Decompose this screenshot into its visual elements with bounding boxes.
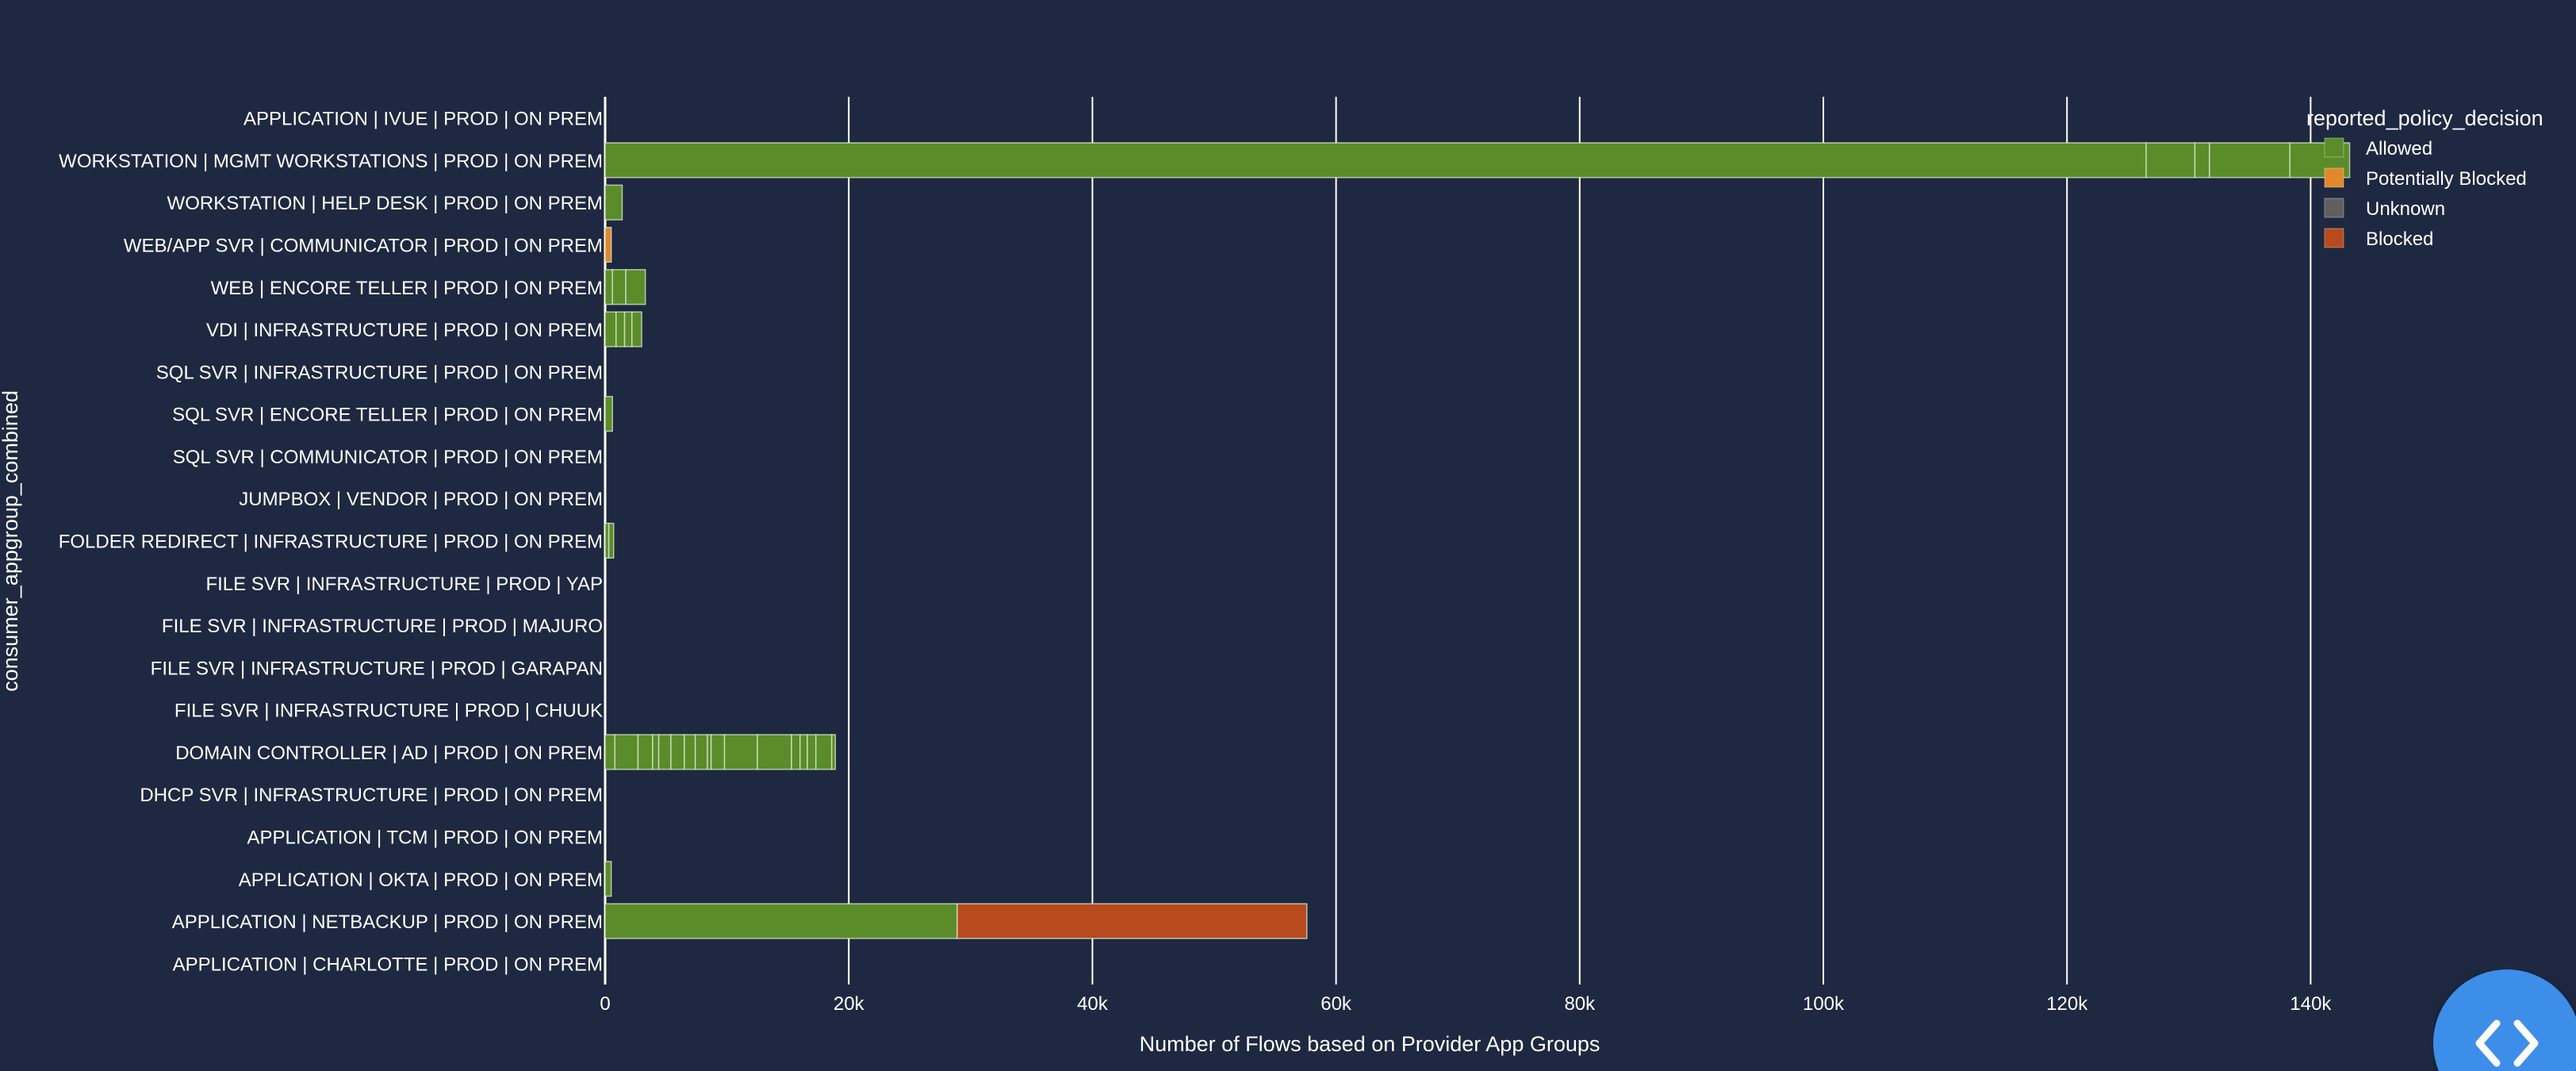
y-tick-label: FILE SVR | INFRASTRUCTURE | PROD | MAJUR… [162, 616, 603, 637]
bar-segment [2145, 142, 2196, 178]
y-tick-label: VDI | INFRASTRUCTURE | PROD | ON PREM [206, 320, 603, 341]
legend-title: reported_policy_decision [2306, 106, 2543, 130]
x-tick-label: 80k [1564, 993, 1596, 1015]
bar-segment [723, 734, 758, 770]
bar-segment [604, 311, 617, 347]
x-tick-label: 40k [1077, 993, 1109, 1015]
y-axis-title: consumer_appgroup_combined [0, 390, 22, 692]
x-tick-label: 0 [600, 993, 610, 1015]
y-tick-label: SQL SVR | INFRASTRUCTURE | PROD | ON PRE… [156, 362, 603, 383]
y-tick-label: APPLICATION | IVUE | PROD | ON PREM [243, 109, 603, 130]
legend-swatch [2324, 137, 2344, 158]
legend-label: Blocked [2366, 228, 2433, 250]
y-tick-label: FILE SVR | INFRASTRUCTURE | PROD | YAP [205, 574, 603, 595]
bar-segment [608, 522, 615, 559]
bar-segment [604, 734, 616, 770]
y-tick-label: JUMPBOX | VENDOR | PROD | ON PREM [239, 489, 603, 510]
bar-segment [670, 734, 685, 770]
bar-segment [710, 734, 726, 770]
bar-segment [694, 734, 708, 770]
x-tick-label: 60k [1321, 993, 1352, 1015]
bar-segment [799, 734, 808, 770]
bar-segment [614, 734, 639, 770]
bar-segment [615, 311, 626, 347]
legend-swatch [2324, 198, 2344, 218]
y-tick-label: APPLICATION | TCM | PROD | ON PREM [247, 827, 603, 849]
code-brackets-icon [2475, 1019, 2539, 1067]
legend-label: Allowed [2366, 138, 2432, 159]
bar-segment [604, 142, 2147, 178]
x-tick-label: 20k [834, 993, 865, 1015]
bar-segment [604, 226, 612, 263]
bar-segment [807, 734, 817, 770]
bar-segment [625, 269, 646, 305]
bar-segment [652, 734, 660, 770]
y-tick-label: SQL SVR | COMMUNICATOR | PROD | ON PREM [173, 447, 603, 468]
bar-segment [631, 311, 642, 347]
bar-segment [604, 396, 613, 432]
bar-segment [604, 861, 612, 897]
bar-segment [604, 184, 623, 221]
bar-segment [684, 734, 696, 770]
y-tick-label: DOMAIN CONTROLLER | AD | PROD | ON PREM [175, 743, 603, 764]
y-tick-label: WEB/APP SVR | COMMUNICATOR | PROD | ON P… [124, 236, 603, 257]
y-tick-label: FILE SVR | INFRASTRUCTURE | PROD | CHUUK [174, 701, 603, 722]
y-tick-label: FOLDER REDIRECT | INFRASTRUCTURE | PROD … [59, 532, 603, 553]
bar-segment [2194, 142, 2210, 178]
y-tick-label: FILE SVR | INFRASTRUCTURE | PROD | GARAP… [151, 658, 603, 679]
legend-label: Unknown [2366, 198, 2445, 220]
bar-segment [830, 734, 837, 770]
x-tick-label: 140k [2290, 993, 2332, 1015]
legend-swatch [2324, 228, 2344, 248]
y-tick-label: SQL SVR | ENCORE TELLER | PROD | ON PREM [172, 405, 603, 426]
bar-segment [611, 269, 627, 305]
bar-segment [791, 734, 801, 770]
y-tick-label: APPLICATION | OKTA | PROD | ON PREM [239, 869, 603, 891]
bar-segment [815, 734, 833, 770]
bar-segment [956, 903, 1308, 939]
legend-label: Potentially Blocked [2366, 168, 2527, 190]
y-tick-label: WORKSTATION | HELP DESK | PROD | ON PREM [167, 193, 603, 214]
bar-segment [757, 734, 792, 770]
code-view-button[interactable] [2433, 969, 2576, 1071]
y-tick-label: APPLICATION | NETBACKUP | PROD | ON PREM [172, 912, 603, 933]
bar-segment [2209, 142, 2291, 178]
x-axis-title: Number of Flows based on Provider App Gr… [1140, 1032, 1600, 1056]
bar-segment [623, 311, 633, 347]
x-tick-label: 100k [1803, 993, 1845, 1015]
y-tick-label: DHCP SVR | INFRASTRUCTURE | PROD | ON PR… [140, 785, 603, 806]
y-tick-label: APPLICATION | CHARLOTTE | PROD | ON PREM [173, 954, 603, 975]
bar-segment [604, 269, 613, 305]
legend-swatch [2324, 167, 2344, 188]
bar-segment [637, 734, 654, 770]
bar-segment [657, 734, 672, 770]
x-tick-label: 120k [2046, 993, 2088, 1015]
bar-segment [604, 903, 958, 939]
y-tick-label: WORKSTATION | MGMT WORKSTATIONS | PROD |… [59, 151, 603, 172]
y-tick-label: WEB | ENCORE TELLER | PROD | ON PREM [211, 278, 603, 299]
